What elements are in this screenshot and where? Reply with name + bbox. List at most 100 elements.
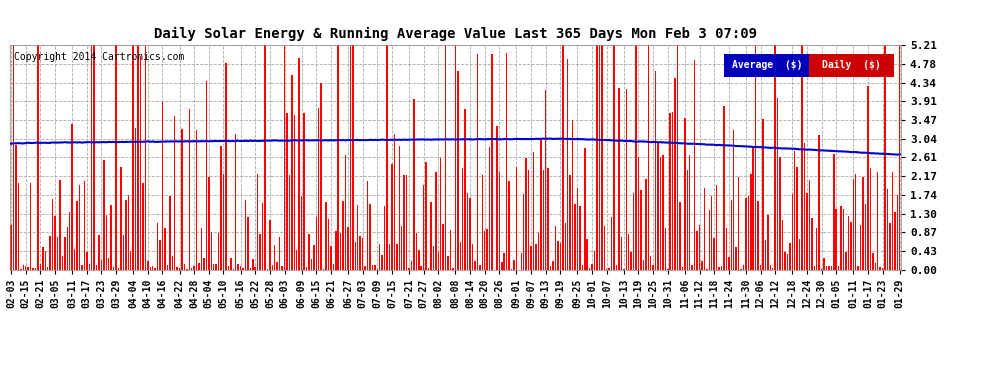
Bar [86,252,87,270]
Bar [701,261,703,270]
Bar [650,256,651,270]
Bar [557,241,558,270]
Bar [128,195,129,270]
Bar [23,265,24,270]
Bar [796,168,798,270]
Bar [269,220,270,270]
Bar [64,237,65,270]
Bar [860,225,861,270]
Bar [386,45,388,270]
Bar [323,269,325,270]
Bar [491,54,493,270]
Bar [664,228,666,270]
Bar [211,232,212,270]
Bar [809,54,894,76]
Bar [457,70,458,270]
Bar [799,239,800,270]
Bar [413,99,415,270]
Bar [762,119,763,270]
Bar [374,265,375,270]
Bar [431,202,432,270]
Bar [606,268,608,270]
Bar [133,45,134,270]
Bar [238,264,239,270]
Bar [577,188,578,270]
Bar [364,266,366,270]
Bar [723,106,725,270]
Bar [899,45,901,270]
Bar [43,248,44,270]
Bar [284,45,285,270]
Bar [223,174,224,270]
Bar [294,116,295,270]
Title: Daily Solar Energy & Running Average Value Last 365 Days Mon Feb 3 07:09: Daily Solar Energy & Running Average Val… [153,27,757,41]
Bar [143,183,144,270]
Bar [396,244,398,270]
Bar [201,228,202,270]
Bar [279,237,280,270]
Bar [554,226,556,270]
Bar [641,190,642,270]
Bar [399,146,400,270]
Bar [130,251,132,270]
Bar [547,168,548,270]
Bar [354,243,356,270]
Bar [240,266,242,270]
Bar [679,202,681,270]
Bar [379,244,380,270]
Bar [476,54,478,270]
Bar [616,265,617,270]
Bar [318,108,320,270]
Bar [538,232,540,270]
Bar [564,222,566,270]
Bar [769,266,771,270]
Bar [852,179,854,270]
Bar [501,262,503,270]
Bar [621,237,622,270]
Bar [79,185,80,270]
Bar [145,45,147,270]
Bar [872,253,873,270]
Bar [481,175,483,270]
Bar [759,266,761,270]
Bar [403,175,405,270]
Bar [198,263,200,270]
Bar [516,166,517,270]
Bar [706,269,708,270]
Bar [359,236,361,270]
Bar [511,269,512,270]
Bar [13,45,14,270]
Bar [536,244,537,270]
Bar [709,210,710,270]
Bar [179,268,180,270]
Bar [889,224,891,270]
Bar [286,113,288,270]
Bar [774,45,776,270]
Bar [328,219,330,270]
Bar [152,266,153,270]
Bar [633,193,635,270]
Bar [816,228,818,270]
Bar [736,247,737,270]
Bar [544,90,546,270]
Bar [440,159,442,270]
Bar [513,260,515,270]
Bar [135,128,137,270]
Text: Daily  ($): Daily ($) [822,60,881,70]
Bar [291,75,293,270]
Bar [159,240,160,270]
Bar [208,177,210,270]
Bar [879,267,881,270]
Bar [313,245,315,270]
Bar [196,130,197,270]
Bar [298,58,300,270]
Bar [181,129,183,270]
Bar [731,200,732,270]
Bar [567,58,568,270]
Bar [824,258,825,270]
Bar [83,181,85,270]
Bar [381,255,383,270]
Bar [474,261,475,270]
Bar [316,217,317,270]
Bar [882,268,883,270]
